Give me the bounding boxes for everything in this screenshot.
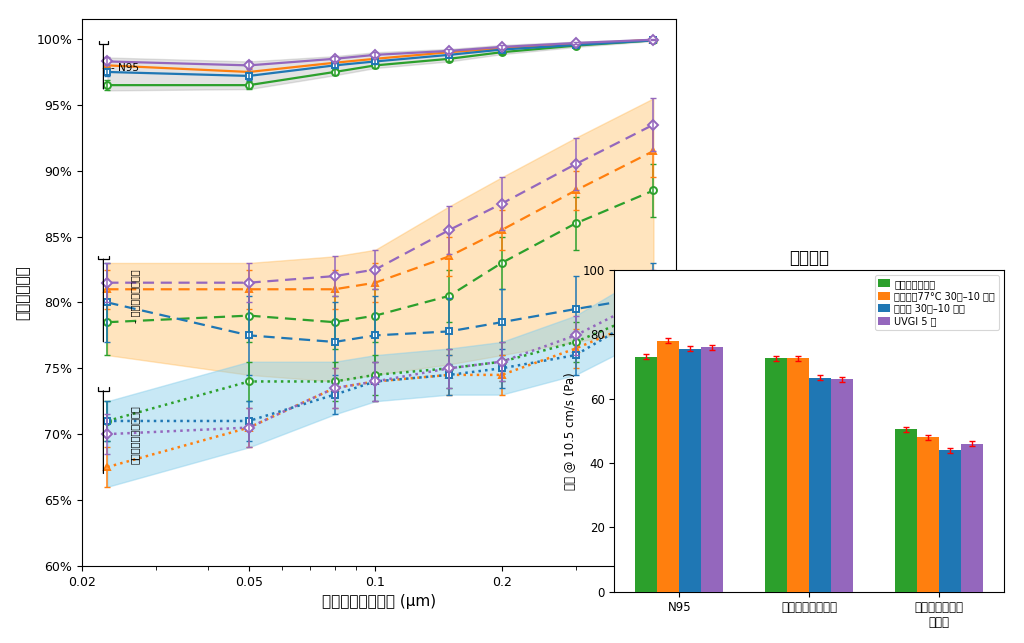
Bar xyxy=(809,378,831,592)
Text: - N95: - N95 xyxy=(112,63,139,73)
Text: プロシージャーマスク: プロシージャーマスク xyxy=(130,404,139,464)
Legend: 新規（未処理）, オープン77°C 30分–10 処置, 蔭気熱 30分–10 処置, UVGI 5 分: 新規（未処理）, オープン77°C 30分–10 処置, 蔭気熱 30分–10 … xyxy=(874,275,998,330)
Bar xyxy=(635,357,657,592)
X-axis label: 粒子モビリティ径 (μm): 粒子モビリティ径 (μm) xyxy=(322,594,436,609)
Y-axis label: 粒子滤這効率: 粒子滤這効率 xyxy=(15,265,31,320)
Bar xyxy=(765,359,786,592)
Bar xyxy=(701,347,723,592)
Bar xyxy=(961,444,983,592)
Y-axis label: 差圧 @ 10.5 cm/s (Pa): 差圧 @ 10.5 cm/s (Pa) xyxy=(564,372,577,490)
Bar xyxy=(786,359,809,592)
Text: - サージカルマスク: - サージカルマスク xyxy=(130,269,139,323)
Bar xyxy=(657,341,679,592)
Bar xyxy=(831,379,853,592)
Bar xyxy=(895,430,916,592)
Bar xyxy=(916,437,939,592)
Bar xyxy=(679,349,701,592)
Bar xyxy=(939,450,961,592)
Title: 呼吸抵抗: 呼吸抵抗 xyxy=(788,249,829,267)
